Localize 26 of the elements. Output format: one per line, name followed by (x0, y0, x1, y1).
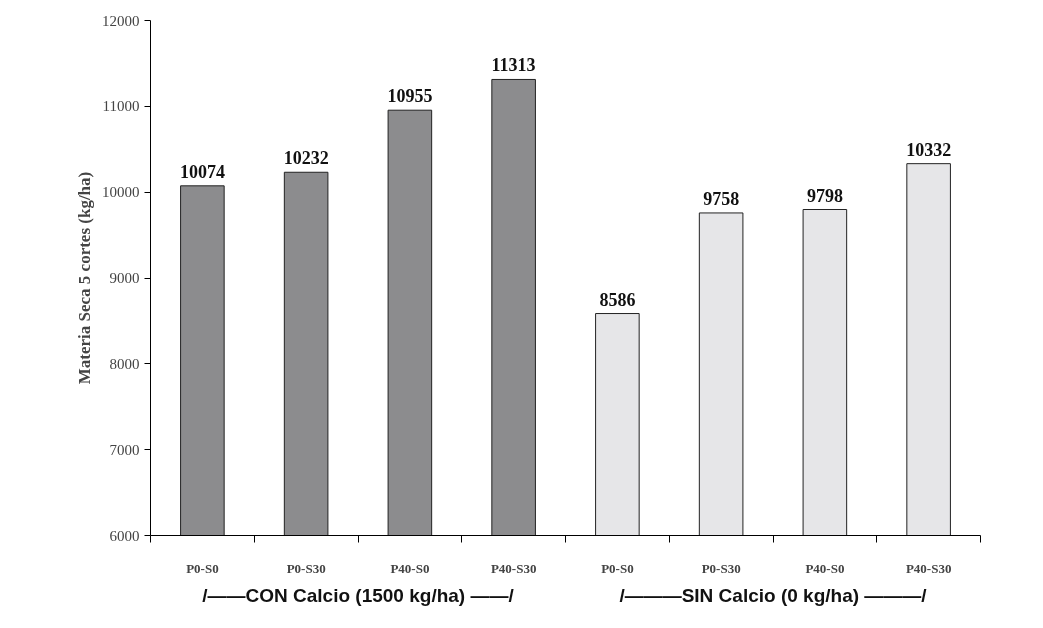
x-tick-label: P40-S0 (390, 560, 430, 576)
text: /——CON Calcio (1500 kg/ha) ——/ (202, 584, 515, 606)
y-tick-label: 7000 (109, 441, 140, 458)
x-tick-label: P0-S0 (186, 560, 219, 576)
y-tick-label: 9000 (109, 270, 140, 286)
x-tick-label: P0-S30 (701, 560, 741, 576)
y-axis-title: Materia Seca 5 cortes (kg/ha) (75, 171, 94, 385)
data-label: 8586 (599, 289, 636, 310)
data-label: 9798 (806, 185, 843, 206)
data-label: 10955 (387, 86, 433, 107)
data-label: 10332 (906, 139, 952, 160)
x-tick-label: P40-S30 (905, 560, 952, 576)
x-tick-label: P40-S30 (490, 560, 537, 576)
data-label: 10232 (283, 148, 329, 169)
text: /———SIN Calcio (0 kg/ha) ———/ (619, 584, 928, 606)
data-label: 10074 (179, 161, 225, 182)
data-label: 11313 (491, 55, 536, 76)
x-tick-label: P0-S0 (601, 560, 634, 576)
y-tick-label: 12000 (102, 12, 140, 29)
y-tick-label: 10000 (102, 184, 140, 201)
x-tick-label: P40-S0 (805, 560, 845, 576)
y-tick-label: 6000 (109, 527, 140, 544)
y-tick-label: 11000 (102, 98, 140, 115)
y-tick-label: 8000 (109, 355, 140, 372)
x-tick-label: P0-S30 (286, 560, 326, 576)
data-label: 9758 (703, 188, 740, 209)
